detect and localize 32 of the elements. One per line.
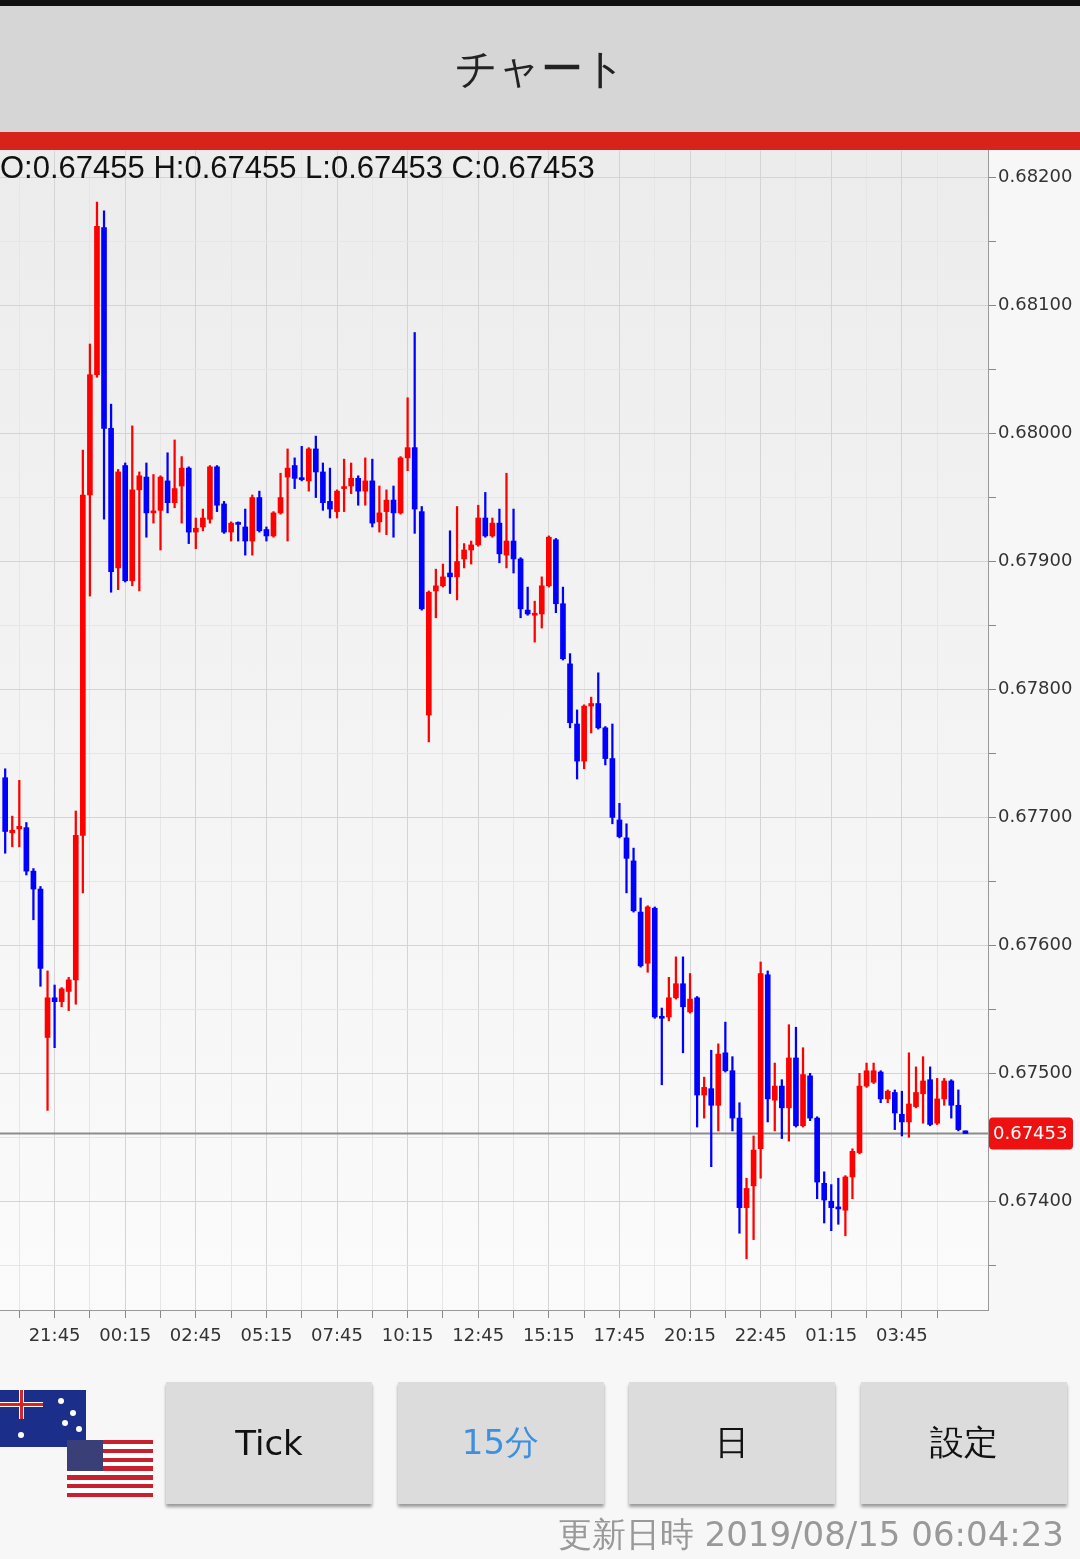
x-tick-label: 02:45: [169, 1324, 222, 1346]
y-tick-label: 0.68000: [998, 421, 1073, 443]
x-tick-label: 01:15: [805, 1324, 858, 1346]
y-tick-label: 0.68200: [998, 165, 1073, 187]
x-tick-label: 22:45: [734, 1324, 787, 1346]
x-tick-label: 03:45: [875, 1324, 928, 1346]
x-tick-label: 21:45: [28, 1324, 81, 1346]
y-tick-label: 0.68100: [998, 293, 1073, 315]
y-tick-label: 0.67900: [998, 549, 1073, 571]
y-tick-label: 0.67600: [998, 933, 1073, 955]
ref-line-label: 0.67453: [993, 1122, 1068, 1144]
text: 日: [629, 1382, 835, 1504]
text: 更新日時 2019/08/15 06:04:23: [557, 1513, 1064, 1556]
candlestick: [51, 984, 58, 1049]
y-tick-label: 0.67700: [998, 805, 1073, 827]
y-tick-label: 0.67500: [998, 1060, 1073, 1082]
y-tick-label: 0.67800: [998, 677, 1073, 699]
x-tick-label: 07:45: [311, 1324, 363, 1346]
text: 15分: [397, 1382, 604, 1504]
x-tick-label: 12:45: [452, 1324, 505, 1346]
text: 設定: [860, 1382, 1067, 1504]
x-tick-label: 00:15: [99, 1324, 152, 1346]
x-tick-label: 15:15: [522, 1324, 575, 1346]
x-tick-label: 17:45: [593, 1324, 646, 1346]
chart-title: チャート: [454, 43, 626, 95]
x-tick-label: 05:15: [240, 1324, 293, 1346]
x-tick-label: 20:15: [664, 1324, 716, 1346]
y-tick-label: 0.67400: [998, 1188, 1073, 1210]
candlestick: [44, 970, 51, 1111]
annotation: O:0.67455 H:0.67455 L:0.67453 C:0.67453: [0, 150, 595, 186]
x-tick-label: 10:15: [381, 1324, 434, 1346]
text: Tick: [166, 1382, 372, 1504]
